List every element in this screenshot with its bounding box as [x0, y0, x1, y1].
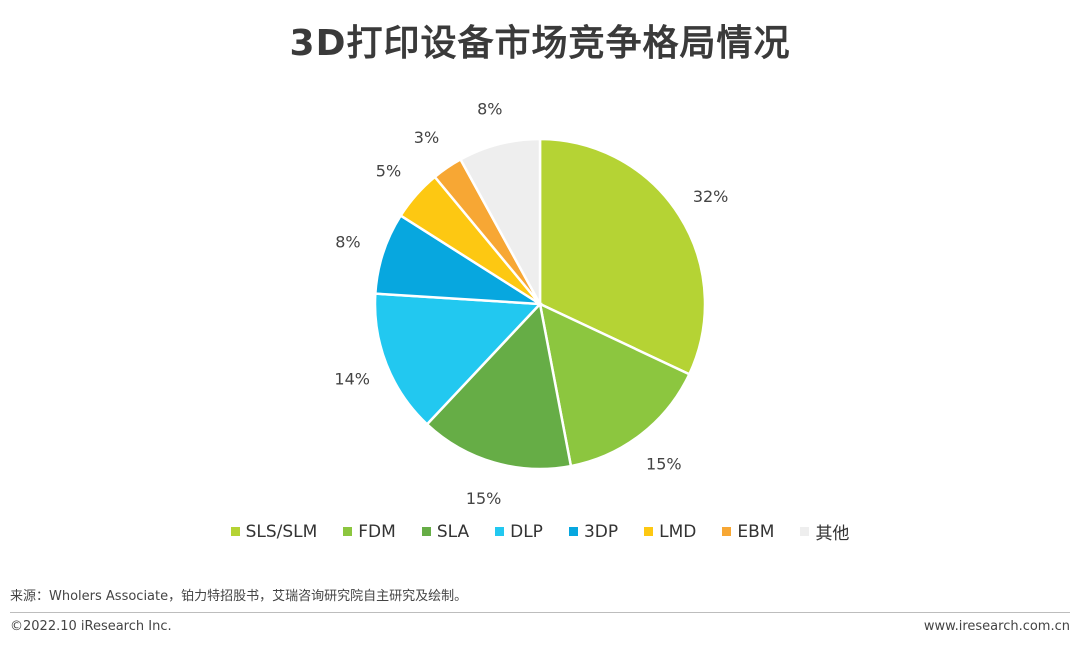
slice-label-3: 14% — [334, 369, 370, 388]
slice-label-1: 15% — [646, 455, 682, 474]
legend-item-5: LMD — [644, 519, 696, 544]
legend-swatch-1 — [343, 527, 353, 536]
legend-swatch-7 — [800, 527, 810, 536]
legend-item-3: DLP — [495, 519, 543, 544]
pie-slice-0 — [538, 137, 707, 376]
pie-slice-7 — [458, 137, 542, 305]
pie-chart: 32% 15% 15% 14% 8% 5% 3% 8% — [334, 99, 729, 508]
pie-slice-3 — [373, 292, 543, 427]
pie-slice-2 — [425, 301, 573, 471]
chart-title: 3D打印设备市场竞争格局情况 — [289, 23, 791, 64]
website-text: www.iresearch.com.cn — [923, 619, 1070, 634]
slice-label-2: 15% — [466, 489, 502, 508]
copyright-text: ©2022.10 iResearch Inc. — [10, 619, 172, 634]
legend-swatch-2 — [421, 527, 431, 536]
source-note: 来源：Wholers Associate，铂力特招股书，艾瑞咨询研究院自主研究及… — [10, 589, 468, 604]
legend-label-5: LMD — [659, 521, 697, 542]
legend-swatch-4 — [568, 527, 578, 536]
slice-label-7: 8% — [477, 99, 502, 118]
footer-divider — [10, 612, 1070, 613]
slice-label-4: 8% — [335, 233, 360, 252]
legend-swatch-3 — [495, 527, 505, 536]
legend-item-4: 3DP — [568, 519, 619, 544]
legend-swatch-5 — [644, 527, 654, 536]
legend-label-0: SLS/SLM — [245, 521, 318, 542]
legend-swatch-6 — [722, 527, 732, 536]
slice-label-5: 5% — [376, 161, 401, 180]
slice-label-6: 3% — [414, 128, 439, 147]
legend-label-4: 3DP — [583, 521, 619, 542]
slice-label-0: 32% — [693, 187, 729, 206]
pie-slice-1 — [538, 301, 691, 468]
legend-item-2: SLA — [421, 519, 470, 544]
legend-item-6: EBM — [722, 519, 774, 544]
legend-label-1: FDM — [358, 521, 396, 542]
chart-legend: SLS/SLM FDM SLA DLP 3DP LMD EBM 其他 — [0, 519, 1080, 544]
legend-label-6: EBM — [737, 521, 775, 542]
legend-label-3: DLP — [510, 521, 543, 542]
legend-item-0: SLS/SLM — [230, 519, 318, 544]
legend-item-7: 其他 — [800, 519, 849, 544]
legend-label-2: SLA — [436, 521, 470, 542]
legend-swatch-0 — [230, 527, 240, 536]
legend-item-1: FDM — [343, 519, 396, 544]
legend-label-7: 其他 — [815, 524, 850, 544]
